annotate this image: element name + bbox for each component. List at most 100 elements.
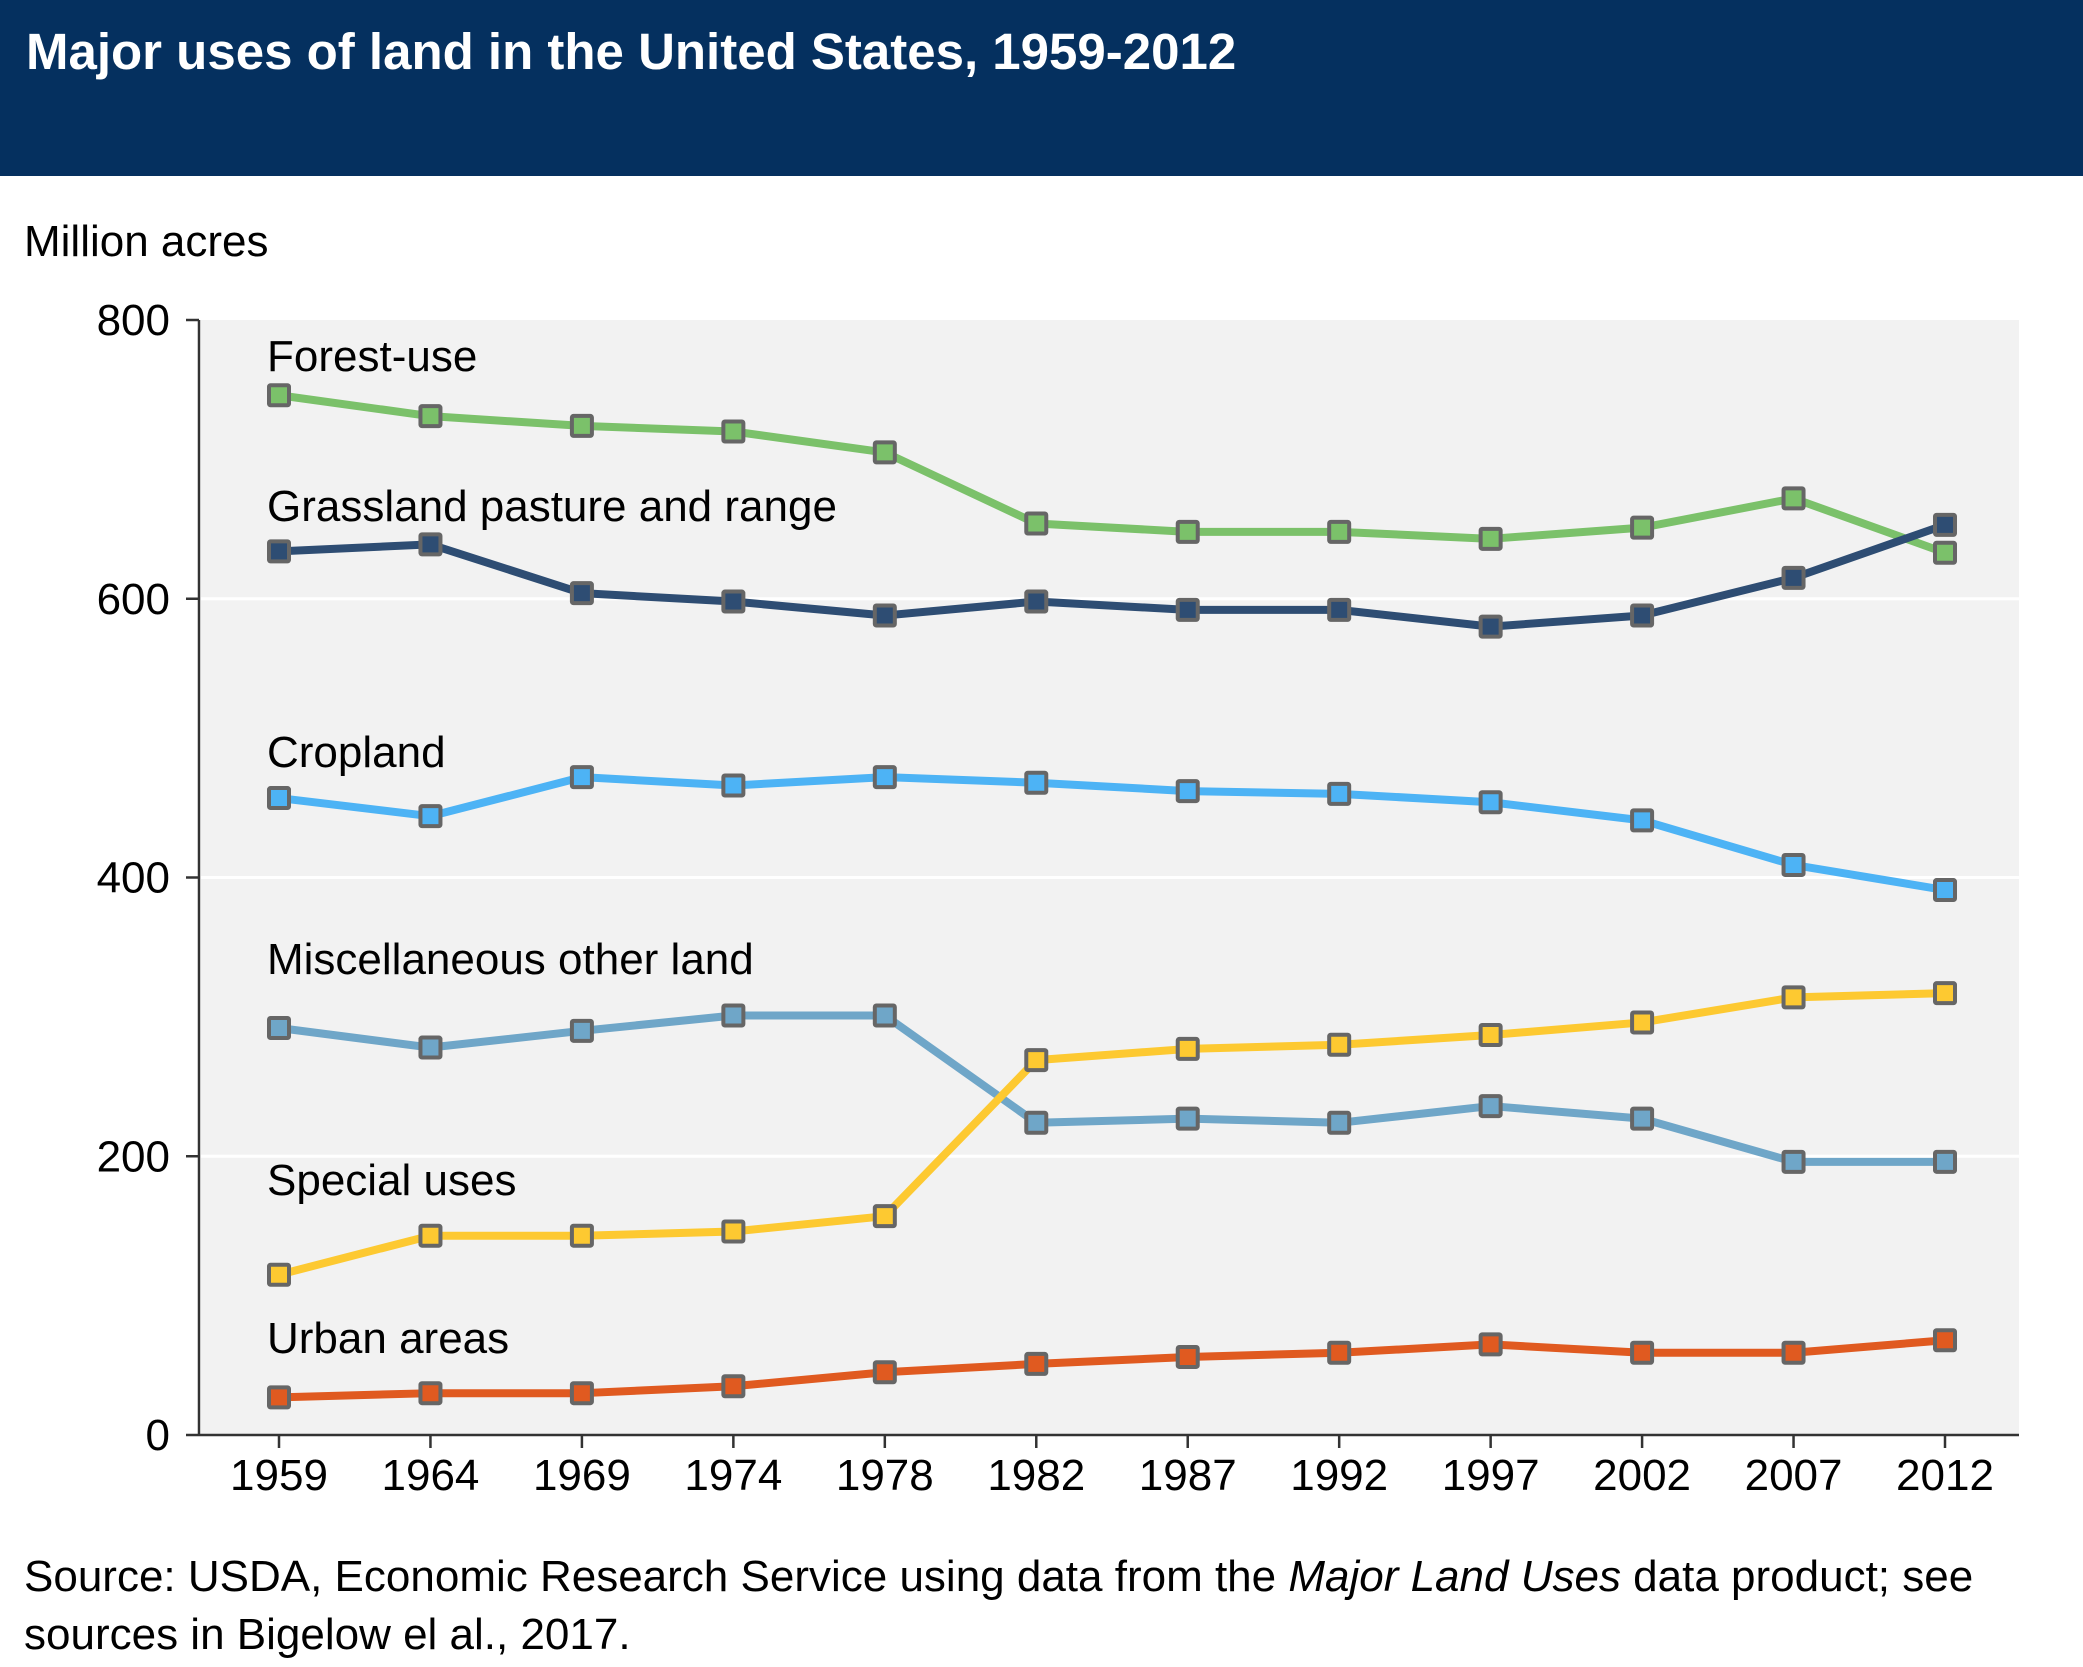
series-label: Forest-use (267, 332, 477, 381)
x-tick-label: 1992 (1290, 1451, 1388, 1500)
x-tick-label: 1959 (230, 1451, 328, 1500)
y-axis-title: Million acres (24, 217, 269, 266)
source-prefix: Source: USDA, Economic Research Service … (24, 1552, 1289, 1601)
source-italic: Major Land Uses (1288, 1552, 1621, 1601)
data-point (1781, 852, 1806, 877)
source-note: Source: USDA, Economic Research Service … (24, 1548, 2064, 1664)
data-point (1781, 486, 1806, 511)
x-tick-label: 2012 (1896, 1451, 1994, 1500)
data-point (418, 1035, 443, 1060)
series-line (278, 1011, 1945, 1166)
data-point (1024, 1110, 1049, 1135)
data-point (1933, 878, 1957, 903)
source-suffix: data product; see sources in Bigelow el … (24, 1552, 1974, 1659)
data-point (1630, 515, 1655, 540)
y-tick-label: 400 (97, 854, 170, 903)
data-point (1933, 540, 1957, 565)
x-tick-label: 2002 (1593, 1451, 1691, 1500)
data-point (721, 419, 746, 444)
data-point (721, 589, 746, 614)
data-point (1175, 597, 1200, 622)
data-point (569, 413, 594, 438)
data-point (267, 1262, 291, 1287)
data-point (1933, 1328, 1957, 1353)
y-tick-label: 600 (97, 575, 170, 624)
series-label: Special uses (267, 1156, 516, 1205)
data-point (1024, 770, 1049, 795)
data-point (872, 765, 897, 790)
y-tick-label: 200 (97, 1132, 170, 1181)
data-point (1024, 1048, 1049, 1073)
data-point (418, 532, 443, 557)
data-point (872, 440, 897, 465)
data-point (1781, 1149, 1806, 1174)
data-point (569, 765, 594, 790)
data-point (1175, 1344, 1200, 1369)
data-point (1630, 1340, 1655, 1365)
data-point (1781, 1340, 1806, 1365)
data-point (1327, 597, 1352, 622)
data-point (267, 1016, 291, 1041)
data-point (1024, 1351, 1049, 1376)
data-point (1933, 512, 1957, 537)
data-point (721, 1003, 746, 1028)
series-line (278, 521, 1947, 631)
series-line (278, 989, 1946, 1279)
x-tick-label: 1978 (836, 1451, 934, 1500)
data-point (569, 581, 594, 606)
data-point (872, 603, 897, 628)
data-point (267, 1385, 291, 1410)
data-point (872, 1360, 897, 1385)
x-tick-label: 1964 (382, 1451, 480, 1500)
data-point (418, 1381, 443, 1406)
data-point (1781, 985, 1806, 1010)
data-point (872, 1204, 897, 1229)
data-point (418, 804, 443, 829)
data-point (418, 404, 443, 429)
y-tick-label: 0 (146, 1411, 170, 1460)
data-point (1478, 526, 1503, 551)
x-tick-label: 1997 (1442, 1451, 1540, 1500)
series-line (278, 391, 1947, 557)
data-point (1327, 519, 1352, 544)
data-point (267, 539, 291, 564)
data-point (1327, 1340, 1352, 1365)
data-point (1478, 614, 1503, 639)
data-point (569, 1381, 594, 1406)
data-point (721, 773, 746, 798)
data-point (1630, 808, 1655, 833)
y-tick-label: 800 (97, 296, 170, 345)
data-point (1478, 1094, 1503, 1119)
data-point (267, 383, 291, 408)
data-point (418, 1223, 443, 1248)
data-point (872, 1003, 897, 1028)
data-point (1630, 1010, 1655, 1035)
x-tick-label: 1987 (1139, 1451, 1237, 1500)
data-point (569, 1223, 594, 1248)
data-point (1781, 565, 1806, 590)
data-point (1175, 779, 1200, 804)
data-point (1175, 1036, 1200, 1061)
data-point (1630, 1106, 1655, 1131)
data-point (1327, 781, 1352, 806)
data-point (1175, 519, 1200, 544)
data-point (1933, 981, 1957, 1006)
data-point (1175, 1106, 1200, 1131)
chart-title: Major uses of land in the United States,… (26, 23, 1237, 80)
data-point (721, 1374, 746, 1399)
data-point (1327, 1110, 1352, 1135)
series-label: Urban areas (267, 1314, 509, 1363)
title-banner: Major uses of land in the United States,… (0, 0, 2083, 176)
data-point (569, 1018, 594, 1043)
series-label: Grassland pasture and range (267, 482, 837, 531)
data-point (721, 1219, 746, 1244)
x-tick-label: 1974 (684, 1451, 782, 1500)
data-point (1933, 1149, 1957, 1174)
x-tick-label: 1982 (987, 1451, 1085, 1500)
series-label: Cropland (267, 728, 446, 777)
data-point (1478, 1022, 1503, 1047)
data-point (1024, 511, 1049, 536)
series-label: Miscellaneous other land (267, 935, 754, 984)
